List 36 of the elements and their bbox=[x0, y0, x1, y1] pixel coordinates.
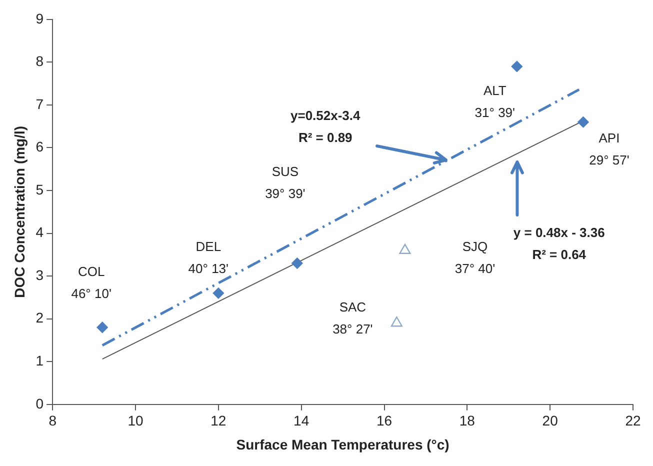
y-tick-label: 0 bbox=[36, 395, 44, 412]
x-tick-label: 14 bbox=[294, 412, 310, 429]
x-tick-label: 10 bbox=[128, 412, 144, 429]
annotation: ALT 31° 39' bbox=[474, 83, 516, 120]
y-tick-label: 9 bbox=[36, 10, 44, 26]
x-tick-label: 12 bbox=[210, 412, 226, 429]
y-axis-title: DOC Concentration (mg/l) bbox=[11, 126, 28, 298]
annotation: SJQ 37° 40' bbox=[454, 238, 496, 276]
y-tick-label: 3 bbox=[36, 266, 44, 283]
x-tick-label: 16 bbox=[376, 412, 392, 429]
y-tick-label: 7 bbox=[36, 96, 44, 112]
point bbox=[399, 244, 411, 254]
y-tick-label: 4 bbox=[36, 224, 44, 240]
x-tick-label: 20 bbox=[542, 412, 558, 429]
annotation: y = 0.48x - 3.36 R² = 0.64 bbox=[513, 225, 605, 262]
x-tick-label: 18 bbox=[459, 412, 476, 429]
y-tick-label: 2 bbox=[36, 310, 44, 326]
y-tick-label: 6 bbox=[36, 138, 44, 155]
point bbox=[292, 258, 303, 269]
annotation: DEL 40° 13' bbox=[188, 238, 229, 276]
point bbox=[390, 316, 402, 327]
point bbox=[511, 60, 523, 72]
x-axis-title: Surface Mean Temperatures (°c) bbox=[236, 436, 450, 452]
x-tick-label: 8 bbox=[48, 412, 57, 429]
y-tick-label: 1 bbox=[36, 352, 44, 368]
annotation: SUS 39° 39' bbox=[265, 164, 306, 201]
point bbox=[212, 288, 224, 299]
point bbox=[578, 116, 589, 128]
x-tick-label: 22 bbox=[625, 412, 641, 429]
annotation: COL 46° 10' bbox=[71, 264, 112, 301]
point bbox=[96, 322, 108, 333]
annotation: SAC 38° 27' bbox=[332, 300, 373, 337]
y-tick-label: 5 bbox=[36, 181, 44, 198]
annotation: API 29° 57' bbox=[589, 130, 630, 168]
y-tick-label: 8 bbox=[36, 53, 44, 70]
annotation: y=0.52x-3.4 R² = 0.89 bbox=[290, 108, 362, 146]
